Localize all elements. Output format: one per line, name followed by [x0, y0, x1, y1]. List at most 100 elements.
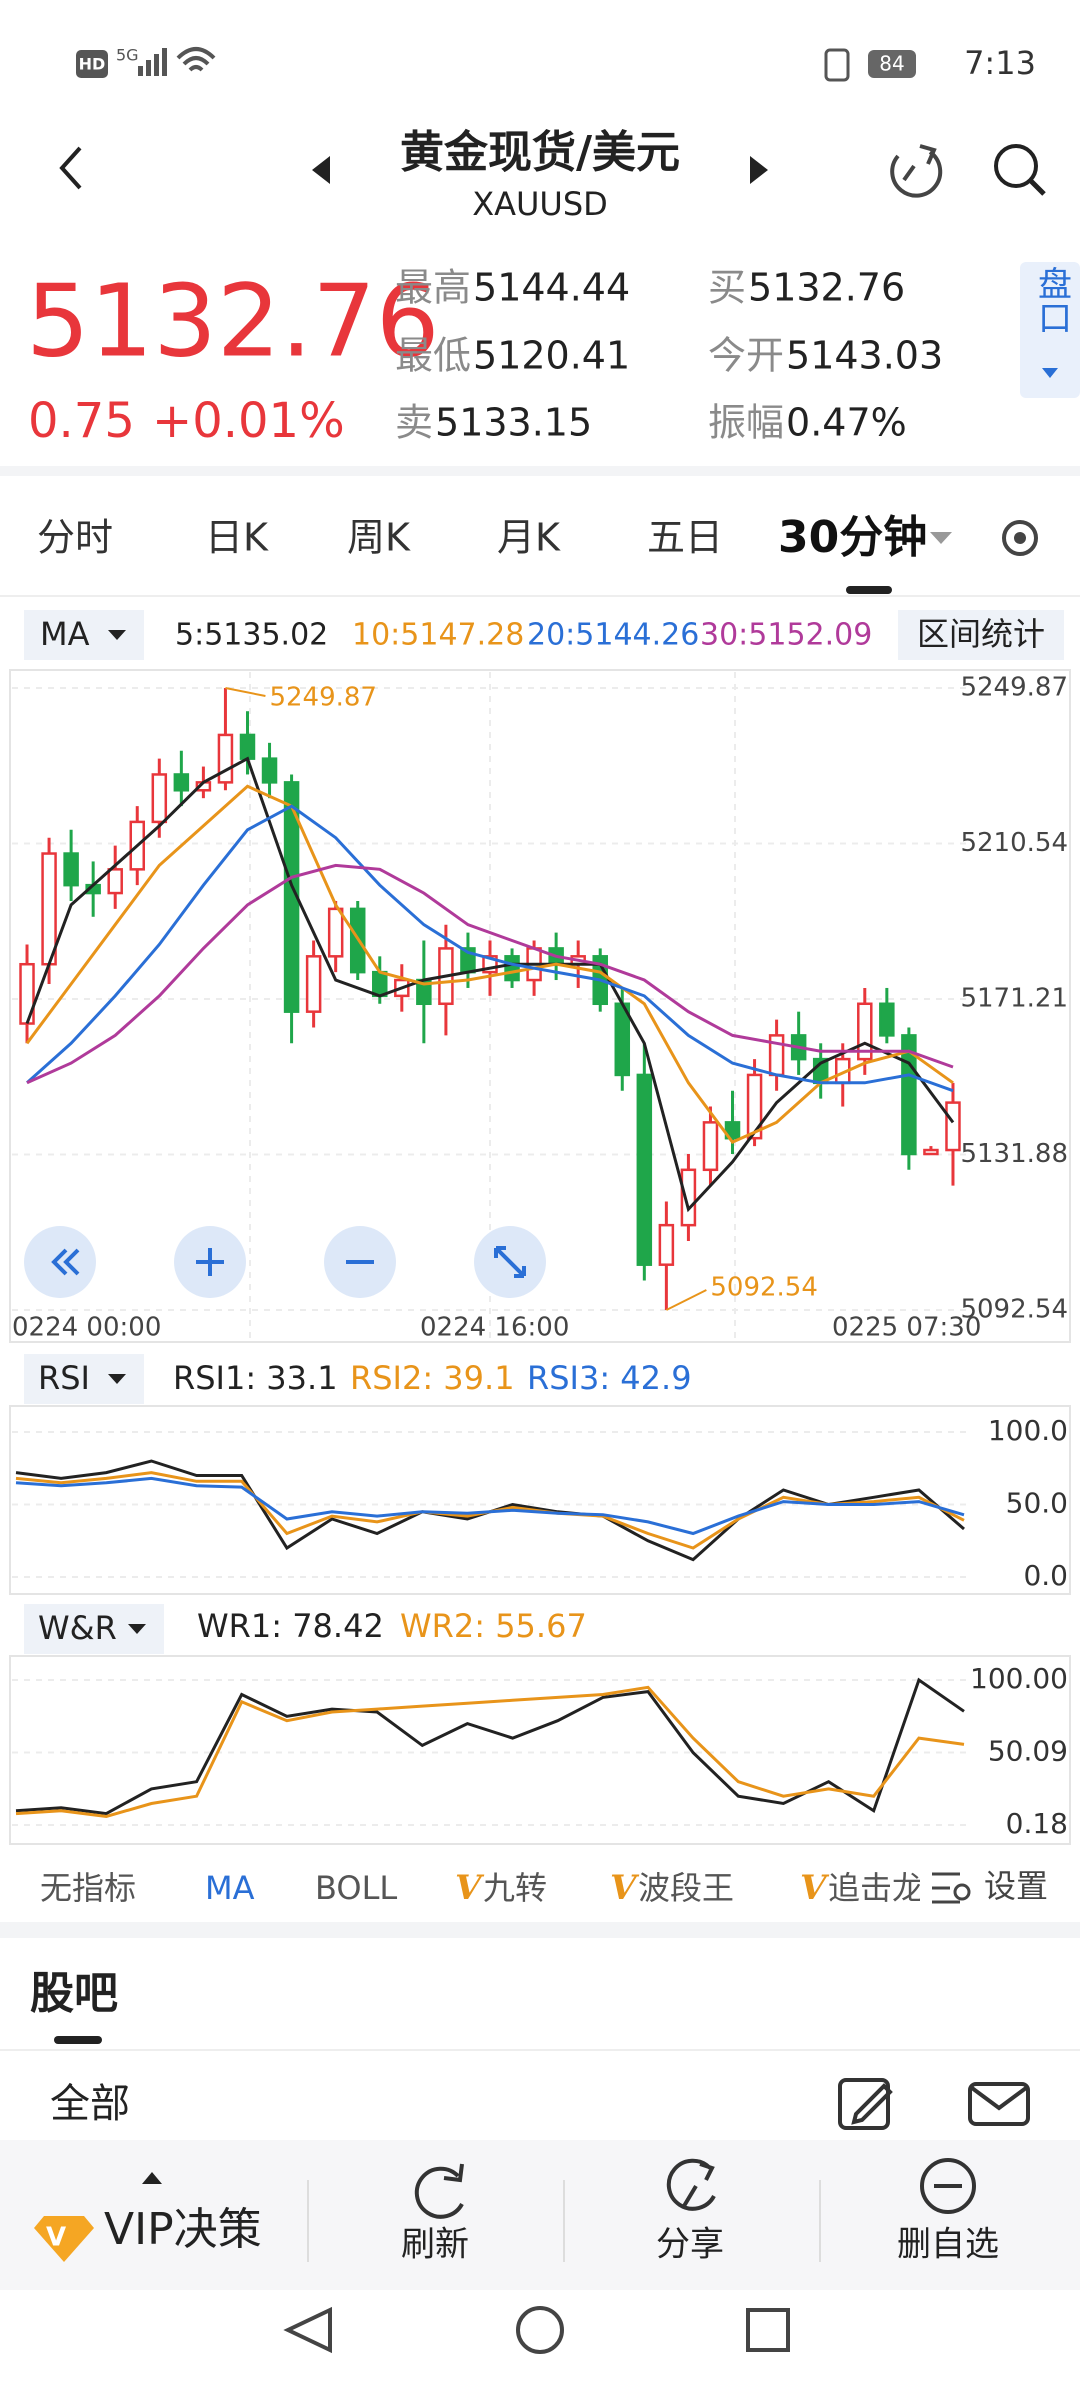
- edit-button[interactable]: [838, 2078, 893, 2130]
- title: 黄金现货/美元: [400, 127, 680, 178]
- period-tab[interactable]: 30分钟: [778, 512, 927, 563]
- stat-label: 卖: [395, 401, 433, 445]
- candle-body: [702, 1121, 719, 1172]
- hd: HD: [79, 55, 106, 74]
- legend-item: 10:5147.28: [352, 618, 524, 653]
- stat-label: 今开: [708, 334, 784, 378]
- refresh-icon[interactable]: [890, 150, 943, 198]
- prev-button[interactable]: [312, 156, 330, 184]
- side-tab[interactable]: 盘口: [1032, 266, 1072, 334]
- y-tick-label: 50.09: [988, 1735, 1068, 1768]
- indicator-tab[interactable]: 无指标: [40, 1869, 136, 1907]
- legend-item: 5:5135.02: [175, 618, 328, 653]
- vip[interactable]: VIP决策: [104, 2204, 262, 2255]
- nav-back[interactable]: [283, 2306, 332, 2354]
- tab-dropdown[interactable]: [930, 532, 952, 544]
- candle-body: [658, 1223, 675, 1266]
- side-tab-bg[interactable]: [1020, 262, 1080, 398]
- indicator-tab[interactable]: 追击龙: [828, 1869, 924, 1907]
- wr-chart: 100.00 50.09 0.18 WR1: 78.42 WR2: 55.67: [12, 1607, 1068, 1840]
- change: 0.75: [28, 393, 135, 449]
- indicator-tab[interactable]: MA: [205, 1869, 255, 1907]
- dropdown-arrow: [128, 1624, 146, 1634]
- rsi-name: RSI: [38, 1359, 90, 1397]
- legend-item: RSI2: 39.1: [350, 1359, 515, 1397]
- back-button[interactable]: [59, 146, 82, 190]
- stat-label: 买: [708, 266, 746, 310]
- candle-body: [327, 907, 344, 958]
- low-label: 5092.54: [710, 1273, 818, 1303]
- icon: [196, 1248, 224, 1276]
- y-tick-label: 100.00: [970, 1662, 1068, 1695]
- candle-body: [19, 962, 35, 1025]
- stat-label: 最高: [395, 266, 471, 310]
- action-label[interactable]: 删自选: [897, 2225, 999, 2265]
- action-label[interactable]: 刷新: [401, 2225, 469, 2265]
- forum-filter[interactable]: 全部: [50, 2081, 130, 2127]
- rsi-line: [15, 1476, 965, 1536]
- indicator-select[interactable]: [24, 610, 144, 660]
- y-tick-label: 5249.87: [960, 673, 1068, 703]
- change-pct: +0.01%: [152, 393, 345, 449]
- settings-gear[interactable]: [1002, 520, 1038, 556]
- legend-item: 30:5152.09: [700, 618, 872, 653]
- network: 5G: [116, 46, 139, 65]
- period-tab[interactable]: 分时: [37, 516, 113, 560]
- side-tab-arrow: [1042, 368, 1058, 378]
- ma-line: [25, 804, 954, 1093]
- chart-buttons: [24, 1226, 546, 1298]
- scroll-left-button[interactable]: [24, 1226, 96, 1298]
- candle-body: [151, 773, 168, 824]
- y-tick-label: 5092.54: [960, 1295, 1068, 1325]
- legend-item: WR1: 78.42: [197, 1607, 384, 1645]
- range-button-bg[interactable]: [898, 610, 1064, 660]
- indicator-tab[interactable]: 波段王: [638, 1869, 734, 1907]
- expand-arrow[interactable]: [142, 2172, 162, 2184]
- y-tick-label: 5210.54: [960, 828, 1068, 858]
- x-tick-label: 0224 16:00: [420, 1313, 569, 1343]
- period-tab[interactable]: 周K: [347, 516, 411, 560]
- search-button[interactable]: [994, 144, 1038, 188]
- indicator-tab[interactable]: BOLL: [315, 1869, 397, 1907]
- candle-body: [63, 852, 79, 887]
- kline-frame: [9, 669, 1071, 1343]
- candle-body: [173, 773, 190, 792]
- candle-body: [305, 955, 322, 1013]
- candle-body: [746, 1073, 763, 1140]
- y-tick-label: 5171.21: [960, 983, 1068, 1013]
- stat-value: 5143.03: [786, 334, 943, 378]
- indicator-tab[interactable]: 九转: [483, 1869, 547, 1907]
- y-tick-label: 100.0: [988, 1414, 1068, 1447]
- period-tab[interactable]: 日K: [205, 516, 269, 560]
- ma-line: [25, 756, 955, 1213]
- period-tab[interactable]: 月K: [497, 516, 561, 560]
- x-tick-label: 0224 00:00: [12, 1313, 161, 1343]
- action-label[interactable]: 分享: [656, 2225, 724, 2265]
- message-button[interactable]: [968, 2082, 1030, 2126]
- dropdown-arrow: [108, 630, 126, 640]
- range-button[interactable]: 区间统计: [917, 615, 1045, 653]
- rsi-select[interactable]: [24, 1354, 144, 1404]
- dropdown-arrow: [108, 1374, 126, 1384]
- stat-value: 5133.15: [435, 401, 592, 445]
- rsi-frame: [9, 1405, 1071, 1595]
- bottom-bar: [0, 2140, 1080, 2290]
- vip-icon-letter: V: [46, 2223, 66, 2253]
- period-tab[interactable]: 五日: [647, 516, 723, 560]
- stat-value: 0.47%: [786, 401, 907, 445]
- battery: 84: [879, 52, 904, 76]
- candle-body: [372, 970, 388, 998]
- rsi-chart: 100.0 50.0 0.0 RSI1: 33.1 RSI2: 39.1 RSI3: 42…: [12, 1359, 1068, 1592]
- next-button[interactable]: [750, 156, 768, 184]
- stat-value: 5120.41: [473, 334, 630, 378]
- candle-body: [636, 1073, 653, 1266]
- nav-home[interactable]: [516, 2306, 564, 2354]
- settings[interactable]: 设置: [984, 1867, 1048, 1905]
- wr-line: [15, 1685, 965, 1819]
- high-pointer: [225, 687, 266, 697]
- candle-body: [239, 733, 256, 760]
- stat-label: 最低: [395, 334, 471, 378]
- y-tick-label: 0.0: [1023, 1559, 1068, 1592]
- nav-recents[interactable]: [746, 2308, 790, 2352]
- symbol: XAUUSD: [472, 185, 608, 223]
